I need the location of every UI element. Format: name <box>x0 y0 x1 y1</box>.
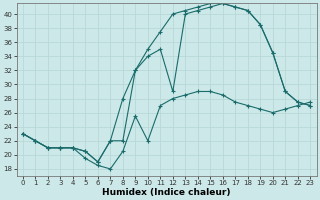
X-axis label: Humidex (Indice chaleur): Humidex (Indice chaleur) <box>102 188 231 197</box>
